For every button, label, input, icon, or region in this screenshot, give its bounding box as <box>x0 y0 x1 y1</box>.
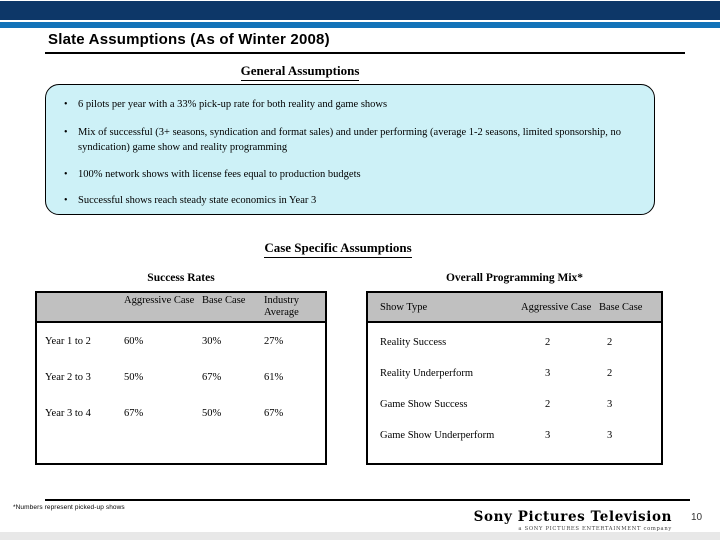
cell-value: 3 <box>607 399 613 410</box>
cell-value: 67% <box>124 408 144 419</box>
page-number: 10 <box>691 512 703 523</box>
row-label: Year 3 to 4 <box>45 408 91 419</box>
bullet-text: 6 pilots per year with a 33% pick-up rat… <box>78 99 388 110</box>
success-rates-table-title: Success Rates <box>147 272 215 284</box>
bullet-icon: • <box>64 168 68 180</box>
row-label: Year 2 to 3 <box>45 372 91 383</box>
footnote: *Numbers represent picked-up shows <box>13 504 125 511</box>
bullet-item: • 6 pilots per year with a 33% pick-up r… <box>64 98 634 113</box>
header-cell: Base Case <box>599 301 643 313</box>
logo-sub-text: a SONY PICTURES ENTERTAINMENT company <box>518 526 672 532</box>
bullet-icon: • <box>64 99 68 110</box>
cell-value: 27% <box>264 336 284 347</box>
cell-value: 3 <box>607 430 613 441</box>
row-label: Year 1 to 2 <box>45 336 91 347</box>
cell-value: 2 <box>545 337 551 348</box>
table-row: Game Show Success 2 3 <box>368 399 661 430</box>
header-cell: Base Case <box>202 295 246 306</box>
cell-value: 2 <box>545 399 551 410</box>
cell-value: 60% <box>124 336 144 347</box>
header-cell <box>45 295 124 321</box>
row-label: Reality Underperform <box>380 368 474 379</box>
page-title: Slate Assumptions (As of Winter 2008) <box>48 31 330 48</box>
cell-value: 30% <box>202 336 222 347</box>
header-cell: Aggressive Case <box>521 301 592 313</box>
bullet-icon: • <box>64 194 68 206</box>
table-row: Year 3 to 4 67% 50% 67% <box>37 408 325 444</box>
sony-pictures-television-logo: Sony Pictures Television a SONY PICTURES… <box>440 509 672 532</box>
table-header-row: Aggressive Case Base Case Industry Avera… <box>37 293 325 323</box>
table-row: Reality Underperform 3 2 <box>368 368 661 399</box>
table-row: Reality Success 2 2 <box>368 337 661 368</box>
general-assumptions-heading: General Assumptions <box>0 62 600 81</box>
cell-value: 3 <box>545 430 551 441</box>
logo-main-text: Sony Pictures Television <box>473 509 672 525</box>
cell-value: 2 <box>607 337 613 348</box>
bullet-text: Successful shows reach steady state econ… <box>78 194 317 206</box>
header-cell: Industry Average <box>264 295 299 319</box>
programming-mix-table: Show Type Aggressive Case Base Case Real… <box>366 291 663 465</box>
bullet-text: Mix of successful (3+ seasons, syndicati… <box>78 126 622 153</box>
table-row: Year 1 to 2 60% 30% 27% <box>37 336 325 372</box>
header-cell: Show Type <box>380 301 428 313</box>
table-body: Reality Success 2 2 Reality Underperform… <box>368 323 661 461</box>
title-underline <box>45 52 685 54</box>
row-label: Reality Success <box>380 337 447 348</box>
bullet-text: 100% network shows with license fees equ… <box>78 168 361 180</box>
bullet-item: • Successful shows reach steady state ec… <box>64 194 634 209</box>
success-rates-table: Aggressive Case Base Case Industry Avera… <box>35 291 327 465</box>
cell-value: 50% <box>202 408 222 419</box>
top-banner-bar <box>0 1 720 20</box>
footer-divider <box>45 499 690 501</box>
table-row: Game Show Underperform 3 3 <box>368 430 661 461</box>
cell-value: 67% <box>264 408 284 419</box>
cell-value: 61% <box>264 372 284 383</box>
cell-value: 50% <box>124 372 144 383</box>
cell-value: 67% <box>202 372 222 383</box>
row-label: Game Show Success <box>380 399 468 410</box>
bullet-icon: • <box>64 126 68 138</box>
bullet-item: • 100% network shows with license fees e… <box>64 168 634 183</box>
cell-value: 2 <box>607 368 613 379</box>
header-cell: Aggressive Case <box>124 295 195 306</box>
case-specific-heading: Case Specific Assumptions <box>0 239 676 258</box>
top-banner-accent-bar <box>0 22 720 28</box>
programming-mix-table-title: Overall Programming Mix* <box>445 272 584 284</box>
row-label: Game Show Underperform <box>380 430 495 441</box>
table-header-row: Show Type Aggressive Case Base Case <box>368 293 661 323</box>
table-body: Year 1 to 2 60% 30% 27% Year 2 to 3 50% … <box>37 323 325 444</box>
table-row: Year 2 to 3 50% 67% 61% <box>37 372 325 408</box>
cell-value: 3 <box>545 368 551 379</box>
general-assumptions-box: • 6 pilots per year with a 33% pick-up r… <box>45 84 655 215</box>
bullet-item: • Mix of successful (3+ seasons, syndica… <box>64 126 634 156</box>
bottom-strip <box>0 532 720 540</box>
